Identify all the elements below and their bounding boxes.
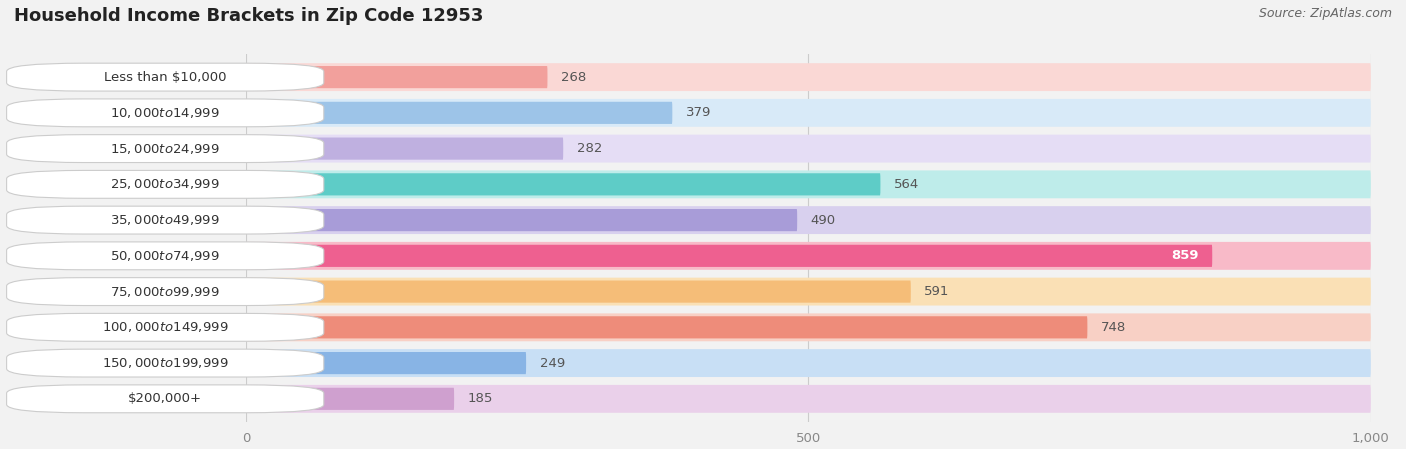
FancyBboxPatch shape xyxy=(246,316,1087,339)
Text: $75,000 to $99,999: $75,000 to $99,999 xyxy=(110,285,221,299)
Text: $10,000 to $14,999: $10,000 to $14,999 xyxy=(110,106,221,120)
Text: 859: 859 xyxy=(1171,249,1199,262)
Text: 185: 185 xyxy=(468,392,494,405)
FancyBboxPatch shape xyxy=(246,137,564,160)
FancyBboxPatch shape xyxy=(246,352,526,374)
Text: 490: 490 xyxy=(811,214,835,227)
Text: $150,000 to $199,999: $150,000 to $199,999 xyxy=(103,356,228,370)
FancyBboxPatch shape xyxy=(246,388,454,410)
FancyBboxPatch shape xyxy=(7,313,323,341)
Text: 268: 268 xyxy=(561,70,586,84)
FancyBboxPatch shape xyxy=(246,385,1371,413)
Text: Less than $10,000: Less than $10,000 xyxy=(104,70,226,84)
Text: $15,000 to $24,999: $15,000 to $24,999 xyxy=(110,141,221,156)
Text: $200,000+: $200,000+ xyxy=(128,392,202,405)
FancyBboxPatch shape xyxy=(7,135,323,163)
Text: 379: 379 xyxy=(686,106,711,119)
Text: 282: 282 xyxy=(576,142,602,155)
FancyBboxPatch shape xyxy=(246,349,1371,377)
FancyBboxPatch shape xyxy=(246,63,1371,91)
FancyBboxPatch shape xyxy=(7,277,323,305)
Text: $25,000 to $34,999: $25,000 to $34,999 xyxy=(110,177,221,191)
FancyBboxPatch shape xyxy=(7,385,323,413)
FancyBboxPatch shape xyxy=(246,277,1371,305)
Text: $100,000 to $149,999: $100,000 to $149,999 xyxy=(103,320,228,335)
Text: $35,000 to $49,999: $35,000 to $49,999 xyxy=(110,213,221,227)
FancyBboxPatch shape xyxy=(7,171,323,198)
FancyBboxPatch shape xyxy=(246,281,911,303)
FancyBboxPatch shape xyxy=(7,349,323,377)
FancyBboxPatch shape xyxy=(246,173,880,195)
FancyBboxPatch shape xyxy=(246,206,1371,234)
Text: 249: 249 xyxy=(540,357,565,370)
FancyBboxPatch shape xyxy=(246,313,1371,341)
FancyBboxPatch shape xyxy=(7,63,323,91)
Text: 564: 564 xyxy=(894,178,920,191)
Text: 591: 591 xyxy=(924,285,949,298)
Text: $50,000 to $74,999: $50,000 to $74,999 xyxy=(110,249,221,263)
FancyBboxPatch shape xyxy=(7,99,323,127)
FancyBboxPatch shape xyxy=(246,66,547,88)
Text: Household Income Brackets in Zip Code 12953: Household Income Brackets in Zip Code 12… xyxy=(14,7,484,25)
FancyBboxPatch shape xyxy=(246,171,1371,198)
FancyBboxPatch shape xyxy=(7,242,323,270)
FancyBboxPatch shape xyxy=(7,206,323,234)
FancyBboxPatch shape xyxy=(246,209,797,231)
Text: 748: 748 xyxy=(1101,321,1126,334)
FancyBboxPatch shape xyxy=(246,102,672,124)
FancyBboxPatch shape xyxy=(246,242,1371,270)
FancyBboxPatch shape xyxy=(246,135,1371,163)
FancyBboxPatch shape xyxy=(246,99,1371,127)
Text: Source: ZipAtlas.com: Source: ZipAtlas.com xyxy=(1258,7,1392,20)
FancyBboxPatch shape xyxy=(246,245,1212,267)
